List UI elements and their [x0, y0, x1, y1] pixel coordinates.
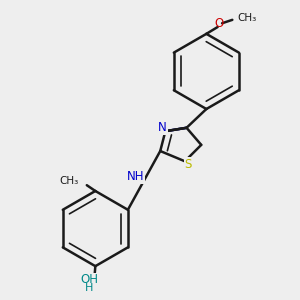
Text: CH₃: CH₃ [59, 176, 78, 186]
Text: CH₃: CH₃ [237, 13, 256, 23]
Text: N: N [158, 121, 167, 134]
Text: S: S [184, 158, 192, 170]
Text: H: H [85, 284, 94, 293]
Text: OH: OH [80, 273, 98, 286]
Text: O: O [214, 17, 223, 30]
Text: NH: NH [127, 170, 144, 184]
